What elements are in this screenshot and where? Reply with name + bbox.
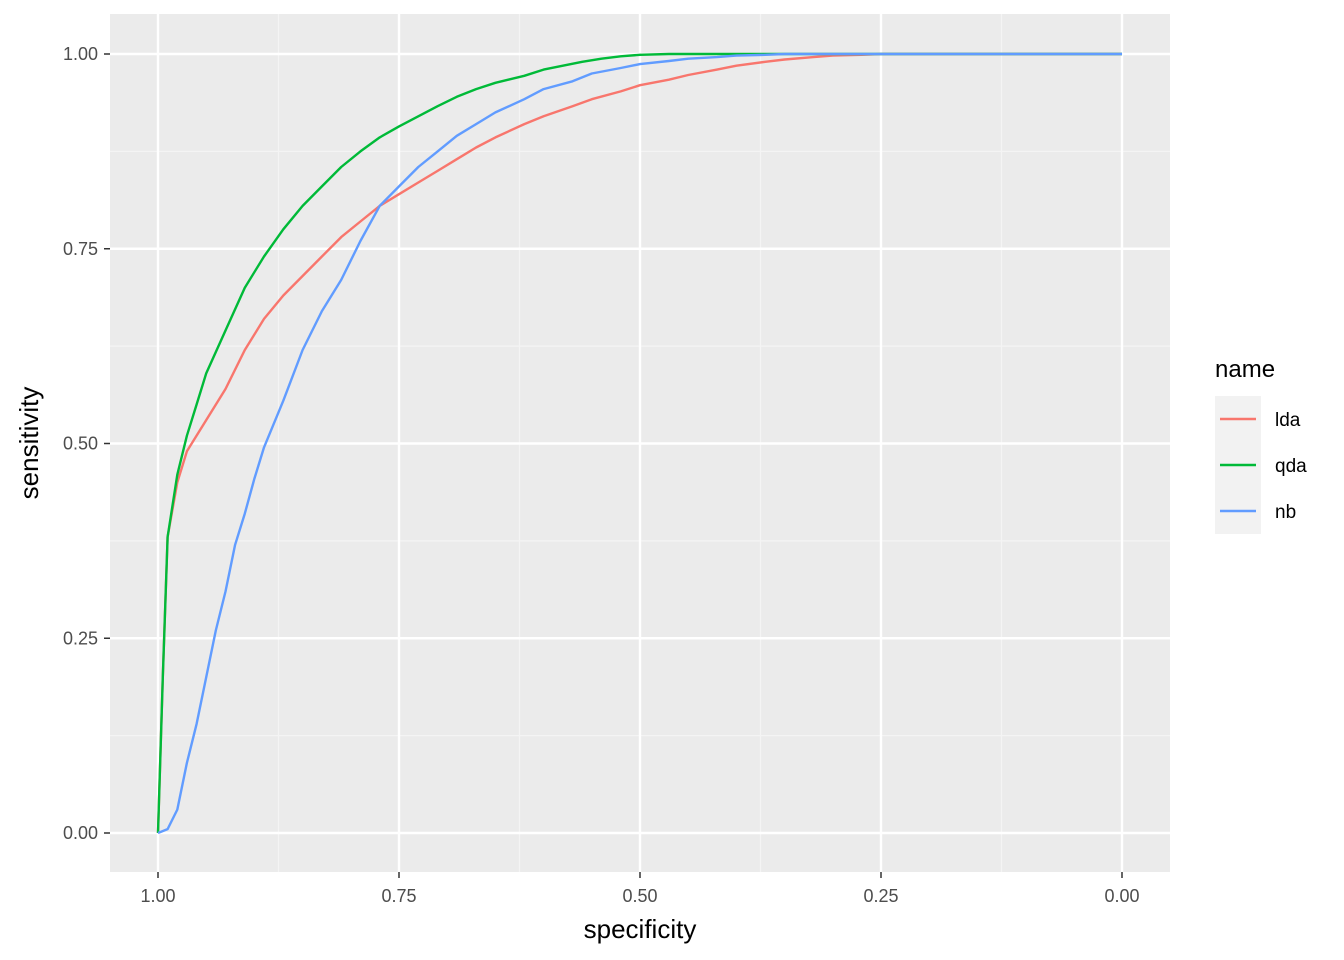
y-tick-label: 0.50 — [63, 434, 98, 454]
x-tick-label: 0.25 — [863, 886, 898, 906]
y-axis-title: sensitivity — [14, 387, 44, 500]
legend-label-qda: qda — [1275, 456, 1307, 477]
legend-items: lda qda nb — [1215, 396, 1307, 534]
series-line-lda — [156, 52, 1122, 834]
y-tick-label: 0.25 — [63, 628, 98, 648]
y-tick-label: 0.00 — [63, 823, 98, 843]
legend-title: name — [1215, 356, 1275, 383]
x-tick-label: 1.00 — [140, 886, 175, 906]
x-axis-title: specificity — [584, 914, 697, 944]
x-tick-label: 0.75 — [381, 886, 416, 906]
series-layer — [156, 52, 1122, 835]
major-gridlines — [110, 14, 1170, 872]
y-tick-label: 0.75 — [63, 239, 98, 259]
y-tick-label: 1.00 — [63, 44, 98, 64]
x-axis: 1.00 0.75 0.50 0.25 0.00 — [140, 872, 1140, 906]
legend-label-nb: nb — [1275, 502, 1296, 523]
x-tick-label: 0.00 — [1104, 886, 1139, 906]
y-axis: 0.00 0.25 0.50 0.75 1.00 — [63, 44, 110, 843]
x-tick-label: 0.50 — [622, 886, 657, 906]
series-line-nb — [157, 52, 1122, 835]
legend-label-lda: lda — [1275, 410, 1301, 431]
legend: name lda qda nb — [1215, 356, 1307, 534]
series-line-qda — [156, 52, 1122, 834]
